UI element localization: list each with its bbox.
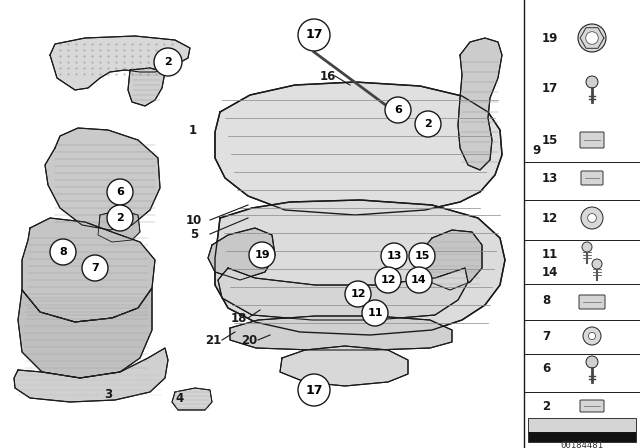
Text: 7: 7	[91, 263, 99, 273]
Circle shape	[385, 97, 411, 123]
Polygon shape	[280, 346, 408, 386]
Polygon shape	[230, 316, 452, 350]
Text: 10: 10	[186, 214, 202, 227]
Circle shape	[582, 242, 592, 252]
FancyBboxPatch shape	[580, 132, 604, 148]
Circle shape	[588, 332, 596, 340]
Polygon shape	[215, 200, 505, 335]
Text: 8: 8	[59, 247, 67, 257]
Text: 12: 12	[380, 275, 396, 285]
Circle shape	[415, 111, 441, 137]
Circle shape	[50, 239, 76, 265]
Polygon shape	[45, 128, 160, 230]
Polygon shape	[22, 218, 155, 322]
Circle shape	[586, 32, 598, 44]
Circle shape	[588, 214, 596, 222]
Text: 8: 8	[542, 293, 550, 306]
FancyBboxPatch shape	[581, 171, 603, 185]
Text: 7: 7	[542, 329, 550, 343]
Text: 4: 4	[176, 392, 184, 405]
Polygon shape	[18, 288, 152, 378]
Circle shape	[406, 267, 432, 293]
Text: 1: 1	[189, 124, 197, 137]
Circle shape	[586, 76, 598, 88]
Text: 00184481: 00184481	[561, 440, 604, 448]
Text: 15: 15	[414, 251, 429, 261]
Polygon shape	[208, 228, 275, 280]
Text: 3: 3	[104, 388, 112, 401]
Text: 18: 18	[231, 311, 247, 324]
Text: 19: 19	[542, 31, 558, 44]
Circle shape	[298, 374, 330, 406]
Text: 12: 12	[542, 211, 558, 224]
Circle shape	[375, 267, 401, 293]
Text: 6: 6	[542, 362, 550, 375]
Text: 13: 13	[387, 251, 402, 261]
Circle shape	[409, 243, 435, 269]
Circle shape	[583, 327, 601, 345]
Polygon shape	[215, 82, 502, 215]
Text: 2: 2	[542, 400, 550, 413]
Text: 5: 5	[190, 228, 198, 241]
Circle shape	[249, 242, 275, 268]
FancyBboxPatch shape	[579, 295, 605, 309]
Circle shape	[298, 19, 330, 51]
Text: 11: 11	[542, 249, 558, 262]
Text: 17: 17	[305, 383, 323, 396]
Text: 6: 6	[394, 105, 402, 115]
Polygon shape	[14, 348, 168, 402]
Bar	[528, 418, 636, 432]
Text: 12: 12	[350, 289, 365, 299]
Circle shape	[581, 207, 603, 229]
Polygon shape	[218, 268, 468, 320]
Polygon shape	[172, 388, 212, 410]
Circle shape	[107, 179, 133, 205]
Text: 15: 15	[542, 134, 558, 146]
Circle shape	[578, 24, 606, 52]
FancyBboxPatch shape	[580, 400, 604, 412]
Text: 13: 13	[542, 172, 558, 185]
Circle shape	[592, 259, 602, 269]
Text: 19: 19	[254, 250, 270, 260]
Text: 11: 11	[367, 308, 383, 318]
Polygon shape	[422, 230, 482, 290]
Circle shape	[82, 255, 108, 281]
Bar	[528, 432, 636, 442]
Text: 14: 14	[411, 275, 427, 285]
Polygon shape	[50, 36, 190, 90]
Text: 2: 2	[164, 57, 172, 67]
Text: 9: 9	[532, 143, 540, 156]
Text: 6: 6	[116, 187, 124, 197]
Text: 17: 17	[542, 82, 558, 95]
Polygon shape	[458, 38, 502, 170]
Circle shape	[107, 205, 133, 231]
Circle shape	[362, 300, 388, 326]
Polygon shape	[128, 68, 165, 106]
Text: 17: 17	[305, 29, 323, 42]
Text: 21: 21	[205, 333, 221, 346]
Text: 14: 14	[542, 266, 558, 279]
Circle shape	[154, 48, 182, 76]
Text: 2: 2	[424, 119, 432, 129]
Text: 20: 20	[241, 333, 257, 346]
Circle shape	[381, 243, 407, 269]
Polygon shape	[98, 210, 140, 242]
Circle shape	[345, 281, 371, 307]
Circle shape	[586, 356, 598, 368]
Text: 16: 16	[320, 69, 336, 82]
Text: 2: 2	[116, 213, 124, 223]
